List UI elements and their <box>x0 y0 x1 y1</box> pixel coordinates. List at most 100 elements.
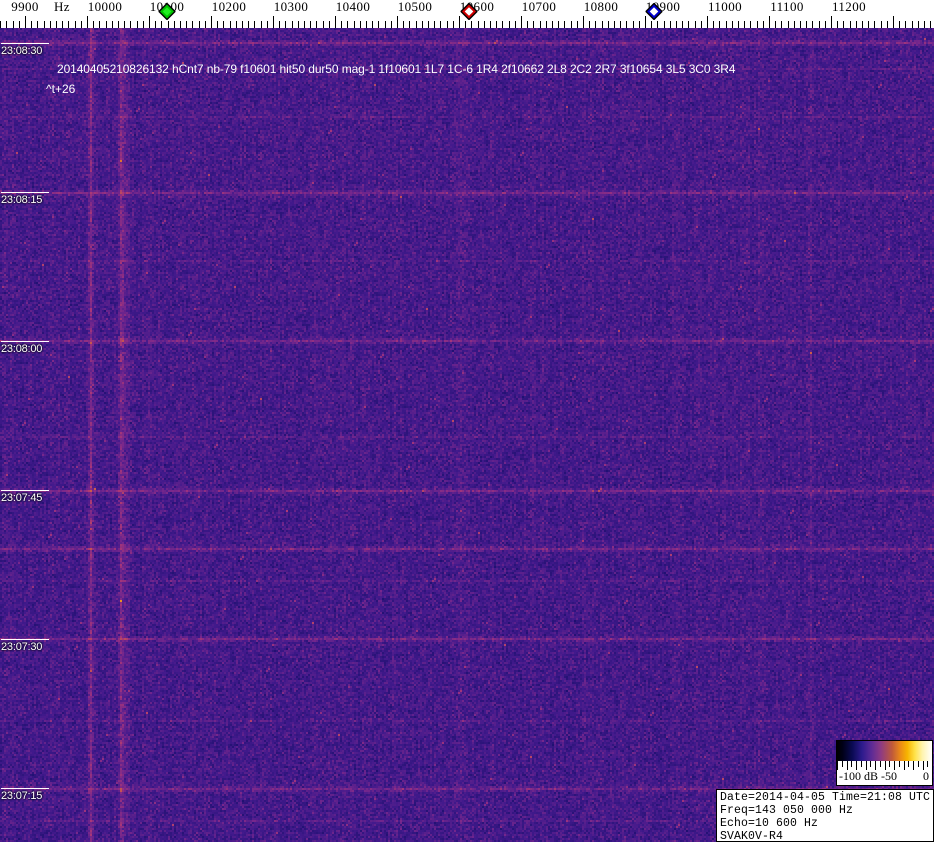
freq-minor-tick <box>428 21 429 28</box>
time-axis-label: 23:08:15 <box>1 194 43 206</box>
colorbar-tick <box>913 761 914 770</box>
freq-minor-tick <box>298 21 299 28</box>
freq-minor-tick <box>378 21 379 28</box>
freq-minor-tick <box>0 21 1 28</box>
freq-minor-tick <box>81 21 82 28</box>
info-line-station: SVAK0V-R4 <box>720 830 784 842</box>
freq-minor-tick <box>546 21 547 28</box>
time-gridline-tick <box>1 341 49 342</box>
freq-minor-tick <box>571 21 572 28</box>
freq-minor-tick <box>732 21 733 28</box>
freq-minor-tick <box>124 21 125 28</box>
freq-major-tick <box>769 16 770 28</box>
freq-minor-tick <box>304 21 305 28</box>
freq-minor-tick <box>800 21 801 28</box>
freq-minor-tick <box>701 21 702 28</box>
time-gridline-tick <box>1 192 49 193</box>
freq-tick-label: 10700 <box>521 0 557 14</box>
freq-tick-label: 10200 <box>211 0 247 14</box>
freq-minor-tick <box>186 21 187 28</box>
info-line-freq: Freq=143 050 000 Hz <box>720 804 854 817</box>
freq-major-tick <box>583 16 584 28</box>
freq-minor-tick <box>50 21 51 28</box>
freq-minor-tick <box>750 21 751 28</box>
freq-minor-tick <box>391 21 392 28</box>
freq-minor-tick <box>316 21 317 28</box>
freq-minor-tick <box>242 21 243 28</box>
freq-minor-tick <box>422 21 423 28</box>
freq-minor-tick <box>230 21 231 28</box>
freq-minor-tick <box>112 21 113 28</box>
colorbar-tick <box>894 761 895 770</box>
freq-minor-tick <box>192 21 193 28</box>
colorbar-label: -50 <box>881 769 897 783</box>
freq-major-tick <box>87 16 88 28</box>
freq-major-tick <box>893 16 894 28</box>
marker-green-icon[interactable] <box>158 3 176 20</box>
freq-minor-tick <box>310 21 311 28</box>
freq-major-tick <box>211 16 212 28</box>
time-gridline-tick <box>1 43 49 44</box>
freq-minor-tick <box>143 21 144 28</box>
freq-minor-tick <box>757 21 758 28</box>
freq-unit-label: Hz <box>54 0 70 14</box>
freq-minor-tick <box>825 21 826 28</box>
freq-minor-tick <box>199 21 200 28</box>
colorbar-tick <box>904 761 905 770</box>
colorbar-tick <box>870 761 871 767</box>
freq-minor-tick <box>137 21 138 28</box>
freq-minor-tick <box>552 21 553 28</box>
freq-minor-tick <box>794 21 795 28</box>
frequency-tick-marks <box>0 15 934 28</box>
freq-minor-tick <box>223 21 224 28</box>
freq-minor-tick <box>620 21 621 28</box>
freq-minor-tick <box>465 21 466 28</box>
freq-minor-tick <box>37 21 38 28</box>
freq-minor-tick <box>403 21 404 28</box>
freq-minor-tick <box>236 21 237 28</box>
freq-minor-tick <box>577 21 578 28</box>
freq-major-tick <box>397 16 398 28</box>
freq-minor-tick <box>713 21 714 28</box>
freq-minor-tick <box>788 21 789 28</box>
freq-minor-tick <box>385 21 386 28</box>
freq-minor-tick <box>881 21 882 28</box>
frequency-tick-labels: 9900100001010010200103001040010500106001… <box>0 0 934 15</box>
colorbar-tick <box>927 761 928 767</box>
freq-minor-tick <box>372 21 373 28</box>
freq-minor-tick <box>155 21 156 28</box>
info-line-date: Date=2014-04-05 Time=21:08 UTC <box>720 791 931 804</box>
freq-minor-tick <box>589 21 590 28</box>
freq-minor-tick <box>819 21 820 28</box>
freq-minor-tick <box>360 21 361 28</box>
freq-minor-tick <box>75 21 76 28</box>
colorbar-legend: -100 dB -50 0 <box>836 740 933 786</box>
colorbar-tick <box>908 761 909 767</box>
freq-minor-tick <box>719 21 720 28</box>
freq-minor-tick <box>651 21 652 28</box>
freq-major-tick <box>273 16 274 28</box>
time-gridline-tick <box>1 788 49 789</box>
freq-minor-tick <box>19 21 20 28</box>
freq-minor-tick <box>440 21 441 28</box>
time-axis-label: 23:07:30 <box>1 641 43 653</box>
freq-minor-tick <box>695 21 696 28</box>
freq-minor-tick <box>416 21 417 28</box>
freq-minor-tick <box>682 21 683 28</box>
colorbar-tick <box>932 761 933 770</box>
marker-blue-icon[interactable] <box>645 3 663 20</box>
freq-minor-tick <box>639 21 640 28</box>
freq-minor-tick <box>496 21 497 28</box>
freq-minor-tick <box>843 21 844 28</box>
colorbar-tick <box>842 761 843 767</box>
freq-minor-tick <box>502 21 503 28</box>
freq-tick-label: 11000 <box>707 0 743 14</box>
freq-minor-tick <box>918 21 919 28</box>
freq-minor-tick <box>664 21 665 28</box>
freq-minor-tick <box>633 21 634 28</box>
marker-red-icon[interactable] <box>460 3 478 20</box>
freq-minor-tick <box>44 21 45 28</box>
colorbar-ticks <box>837 761 933 770</box>
